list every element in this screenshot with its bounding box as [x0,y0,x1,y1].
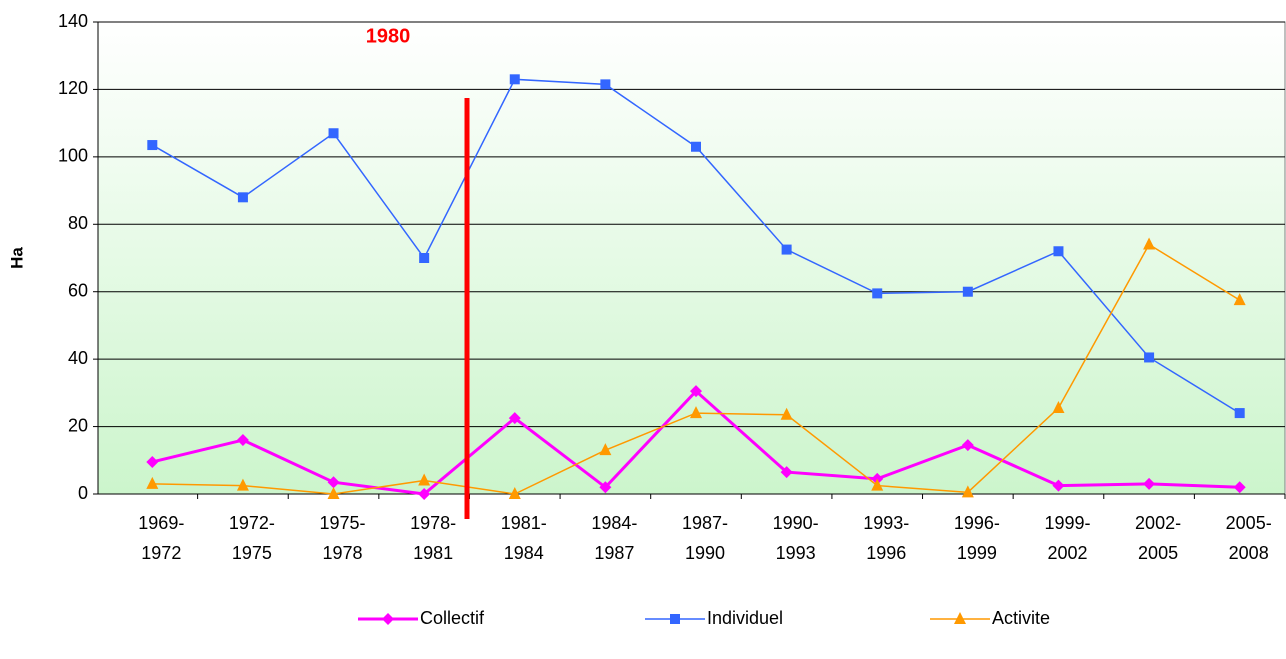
x-tick-label: 1975-1978 [320,513,366,563]
y-tick-label: 0 [78,483,88,503]
legend-label: Activite [992,608,1050,628]
marker [600,79,611,90]
marker [954,612,966,624]
y-tick-label: 80 [68,213,88,233]
marker [146,455,159,468]
marker [509,74,520,85]
x-tick-label: 1999-2002 [1044,513,1090,563]
marker [1233,293,1246,306]
x-tick-label: 2005-2008 [1226,513,1272,563]
y-axis-label: Ha [7,247,26,269]
marker [1143,477,1156,490]
y-tick-label: 140 [58,11,88,31]
x-tick-label: 1978-1981 [410,513,456,563]
plot-area [97,21,1286,495]
y-tick-label: 20 [68,415,88,435]
marker [147,140,158,151]
marker [508,487,521,499]
x-tick-label: 1969-1972 [138,513,184,563]
marker [962,286,973,297]
marker [599,443,612,456]
legend-label: Collectif [420,608,485,628]
x-tick-label: 1993-1996 [863,513,909,563]
marker [871,478,884,491]
legend-label: Individuel [707,608,783,628]
marker [1143,237,1156,250]
marker [691,141,701,152]
marker [327,476,340,489]
x-tick-label: 2002-2005 [1135,513,1181,563]
marker [670,614,680,624]
marker [690,406,702,419]
marker [328,128,339,139]
marker [961,485,974,498]
marker [780,466,793,479]
y-tick-label: 120 [58,78,88,98]
marker [1052,479,1065,492]
marker [508,412,521,425]
marker [418,473,431,486]
marker [418,488,431,500]
marker [419,253,430,263]
x-tick-label: 1987-1990 [682,513,728,563]
y-tick-label: 100 [58,146,88,166]
x-tick-label: 1972-1975 [229,513,275,563]
marker [382,613,394,625]
marker [781,244,792,255]
marker [780,407,793,420]
marker [1052,401,1065,414]
marker [690,385,702,398]
x-tick-label: 1981-1984 [501,513,547,563]
x-tick-label: 1996-1999 [954,513,1000,563]
x-tick-label: 1984-1987 [591,513,637,563]
x-tick-label: 1990-1993 [773,513,819,563]
marker [1053,246,1064,257]
annotation: 1980 [366,25,411,47]
marker [1234,408,1245,419]
marker [146,476,159,489]
marker [872,288,883,299]
marker [599,481,612,494]
y-tick-label: 60 [68,280,88,300]
y-tick-label: 40 [68,348,88,368]
marker [236,434,249,447]
marker [236,478,249,491]
marker [327,487,340,499]
marker [237,192,248,203]
marker [961,439,974,452]
marker [1144,352,1155,363]
marker [1233,481,1246,494]
